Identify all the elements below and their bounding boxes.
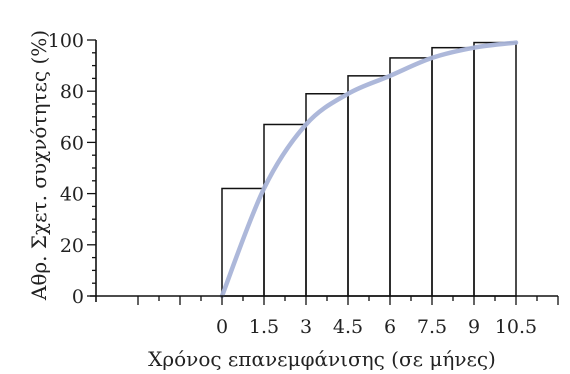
bar-7: [473, 41, 517, 297]
x-tick-label: 6: [384, 316, 396, 338]
x-tick-label: 3: [300, 316, 312, 338]
y-tick-label: 40: [60, 184, 84, 206]
y-tick-label: 80: [60, 81, 84, 103]
y-tick-label: 0: [72, 286, 84, 308]
axes: [90, 40, 558, 302]
y-axis-label: Αθρ. Σχετ. συχνότητες (%): [27, 30, 51, 301]
ogive-curve: [219, 40, 519, 299]
ogive-line: [219, 40, 519, 299]
x-tick-label: 7.5: [417, 316, 447, 338]
y-tick-label: 100: [48, 30, 84, 52]
x-tick-label: 0: [216, 316, 228, 338]
bar-5: [389, 57, 433, 297]
x-tick-label: 1.5: [249, 316, 279, 338]
x-tick-label: 10.5: [495, 316, 537, 338]
y-axis-ticks: 0 20 40 60 80 100: [48, 30, 96, 308]
x-axis-label: Χρόνος επανεμφάνισης (σε μήνες): [148, 347, 496, 371]
y-tick-label: 20: [60, 235, 84, 257]
bar-4: [347, 75, 391, 297]
x-axis-ticks: 0 1.5 3 4.5 6 7.5 9 10.5: [137, 296, 559, 338]
bar-3: [305, 93, 349, 297]
y-tick-label: 60: [60, 132, 84, 154]
x-tick-label: 9: [468, 316, 480, 338]
x-tick-label: 4.5: [333, 316, 363, 338]
bar-6: [431, 46, 475, 297]
histogram-bars: [221, 41, 517, 297]
